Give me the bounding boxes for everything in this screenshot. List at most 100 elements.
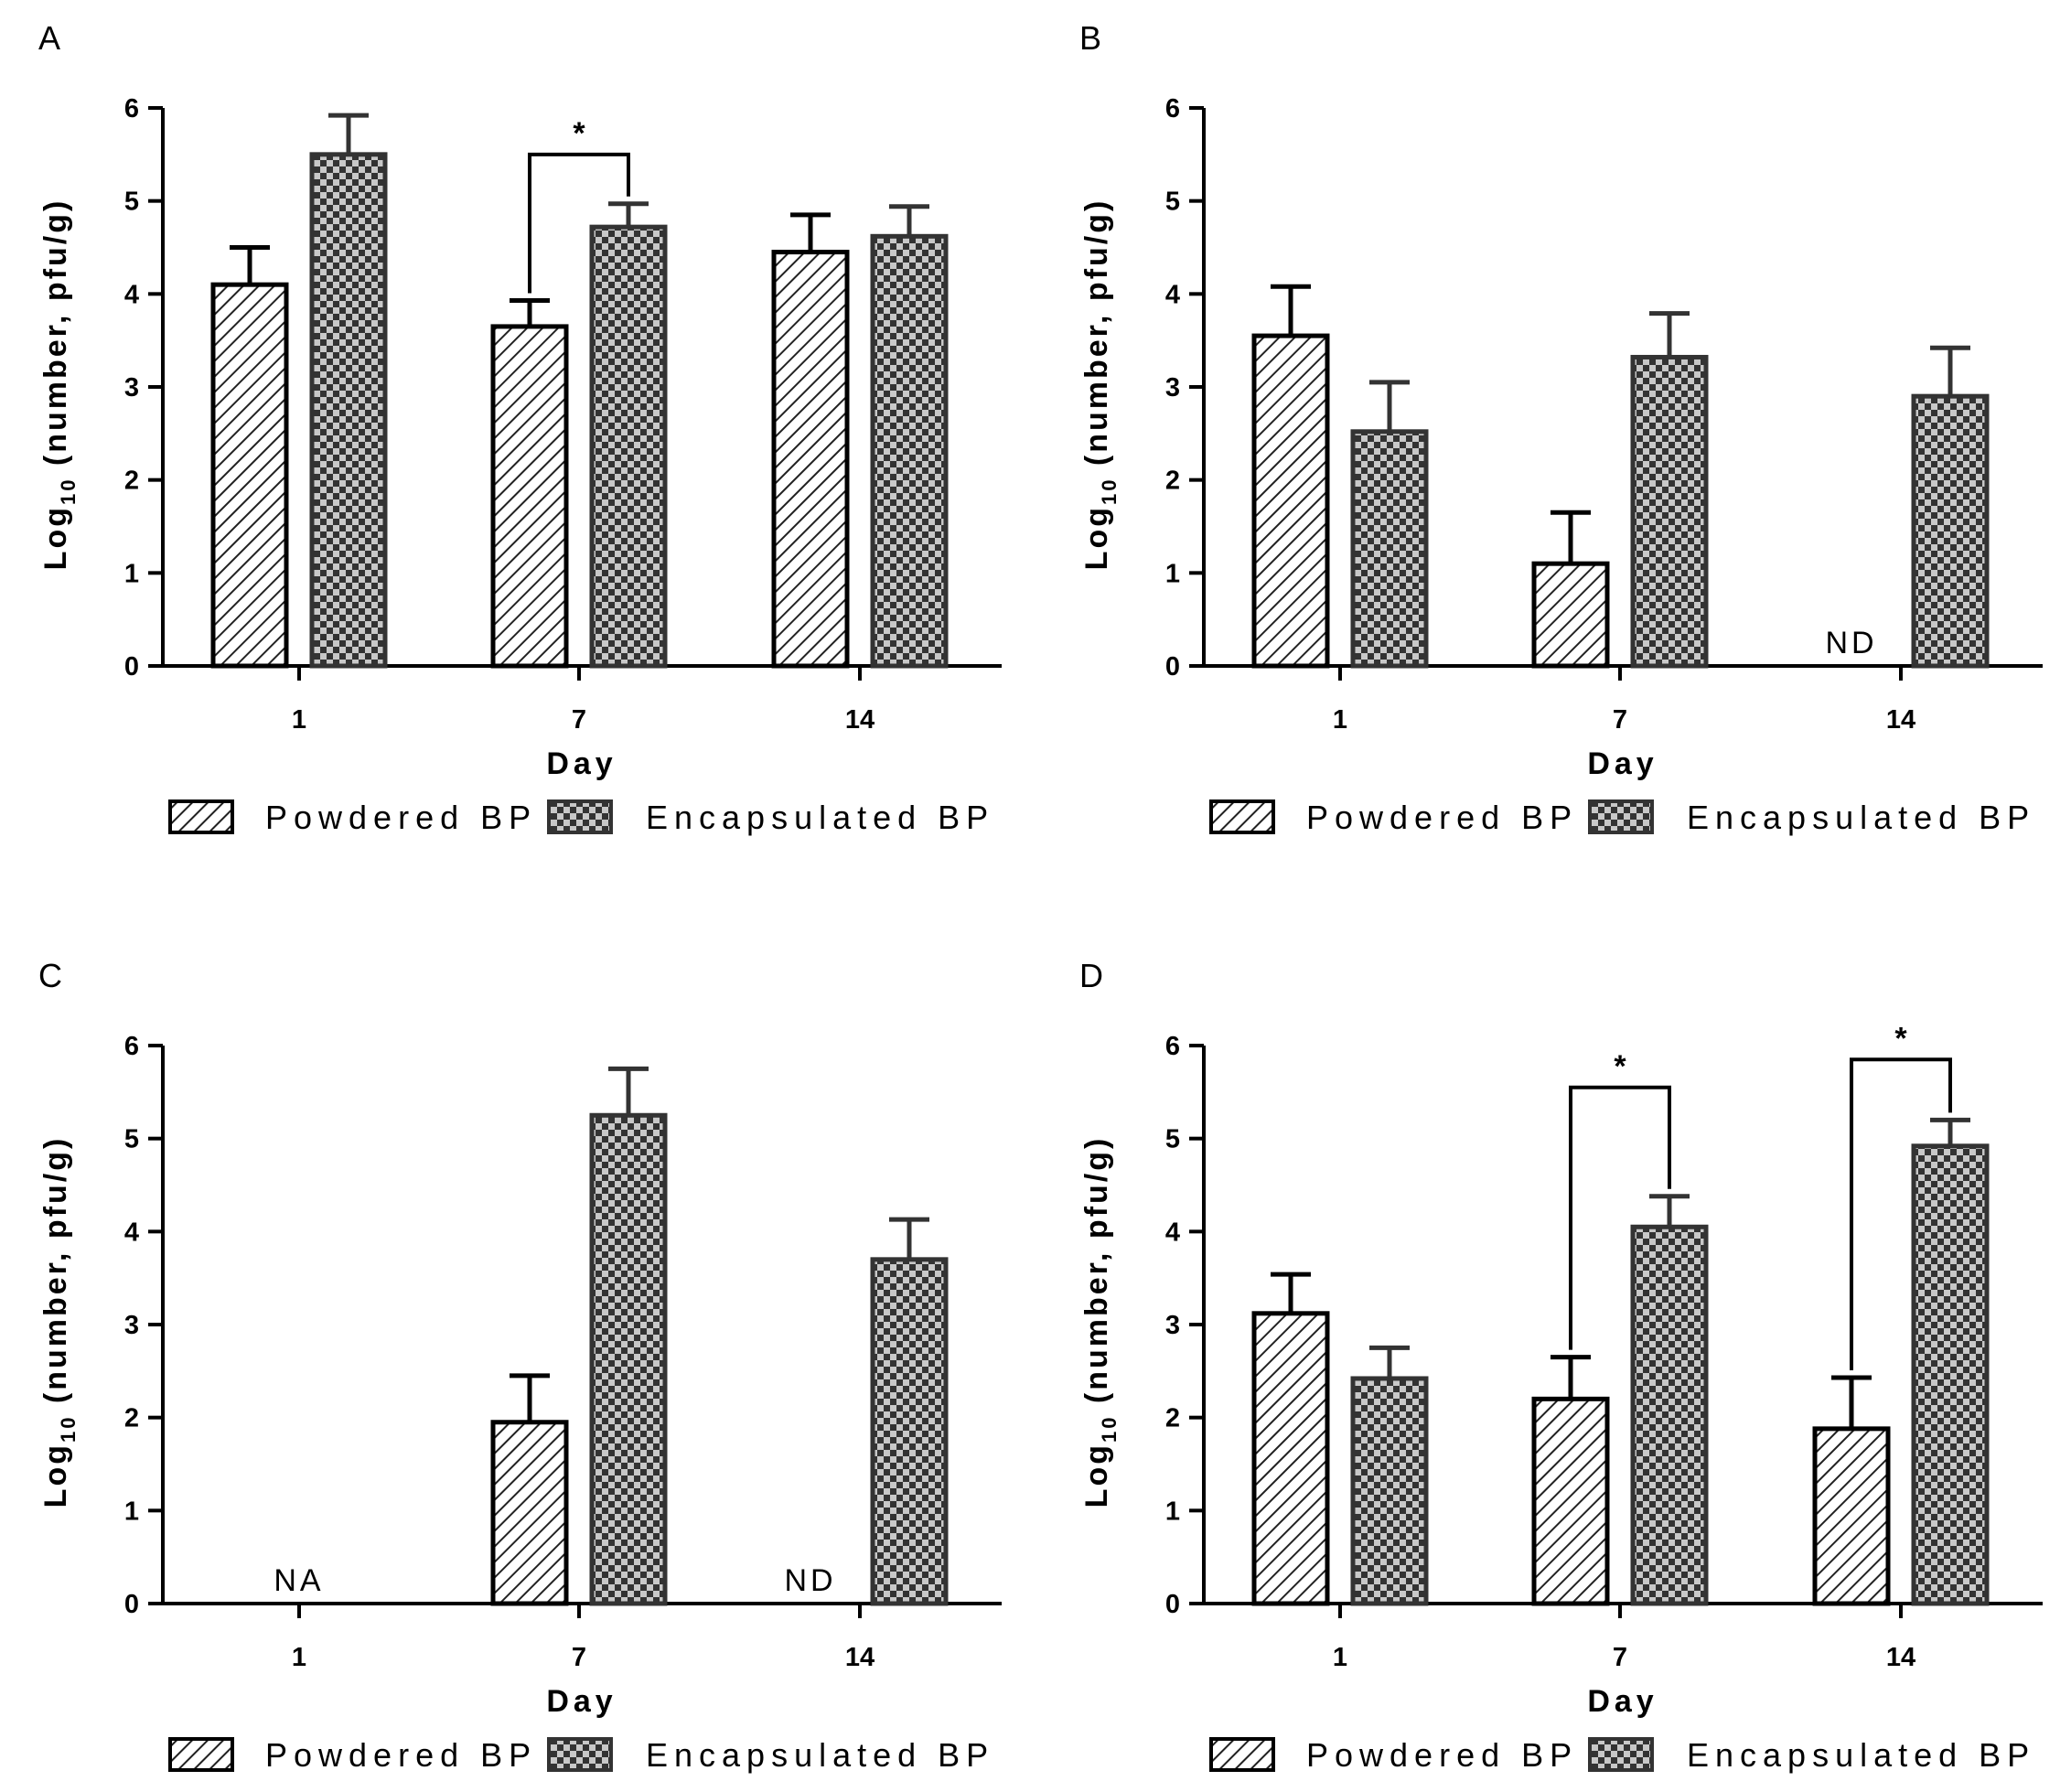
bar-powdered xyxy=(210,282,289,669)
bar-encapsulated xyxy=(870,1257,949,1606)
chart-panel-d: D 0 1 2 3 4 5 6 1 7 14 Day Log10 (number, pfu/g) * * Po… xyxy=(1079,957,2043,1774)
y-tick-label: 2 xyxy=(124,1404,139,1433)
legend-swatch-powdered xyxy=(1209,799,1275,834)
legend-swatch-encapsulated xyxy=(547,799,613,834)
panel-label: B xyxy=(1079,19,1101,57)
y-tick-label: 3 xyxy=(124,373,139,402)
y-tick-label: 3 xyxy=(1165,1311,1180,1340)
y-axis-label-subscript: 10 xyxy=(1098,478,1121,505)
bar-encapsulated xyxy=(589,224,668,669)
panel-label: D xyxy=(1079,957,1103,994)
bar-encapsulated xyxy=(1911,393,1990,669)
chart-panel-a: A 0 1 2 3 4 5 6 1 7 14 Day Log10 (number, pfu/g) * Pow… xyxy=(38,19,1002,836)
y-tick-label: 0 xyxy=(1165,1590,1180,1619)
y-axis-label-subscript: 10 xyxy=(57,478,80,505)
y-axis-label: Log10 (number, pfu/g) xyxy=(1079,199,1121,571)
bar-powdered xyxy=(1251,1311,1330,1606)
y-tick-label: 0 xyxy=(124,1590,139,1619)
significance-bracket xyxy=(528,152,630,294)
y-tick-label: 1 xyxy=(124,559,139,588)
y-axis-label: Log10 (number, pfu/g) xyxy=(38,1136,80,1508)
x-tick-label: 7 xyxy=(1613,1643,1627,1672)
y-tick-label: 1 xyxy=(1165,1497,1180,1526)
y-axis-label-suffix: (number, pfu/g) xyxy=(38,199,73,478)
y-tick-label: 5 xyxy=(1165,188,1180,217)
data-note-label: ND xyxy=(1825,626,1877,660)
legend-label-powdered: Powdered BP xyxy=(1306,1736,1578,1774)
legend-label-powdered: Powdered BP xyxy=(265,1736,537,1774)
y-tick-label: 6 xyxy=(1165,94,1180,123)
bar-powdered xyxy=(1531,561,1610,669)
significance-bracket xyxy=(1850,1057,1952,1370)
legend-swatch-encapsulated xyxy=(1588,1737,1654,1772)
x-axis-label: Day xyxy=(546,1684,617,1719)
legend: Powdered BP Encapsulated BP xyxy=(1209,1736,2029,1774)
y-axis-label-prefix: Log xyxy=(1079,1443,1114,1508)
x-tick-label: 14 xyxy=(1886,705,1915,735)
y-axis-label-prefix: Log xyxy=(38,505,73,570)
bar-encapsulated xyxy=(870,233,949,669)
y-tick-label: 3 xyxy=(124,1311,139,1340)
legend-label-powdered: Powdered BP xyxy=(265,799,537,836)
y-axis-label-subscript: 10 xyxy=(57,1415,80,1443)
y-tick-label: 2 xyxy=(1165,1404,1180,1433)
y-tick-label: 4 xyxy=(1165,280,1180,309)
legend-swatch-powdered xyxy=(1209,1737,1275,1772)
bar-encapsulated xyxy=(1911,1143,1990,1606)
legend-swatch-powdered xyxy=(168,1737,234,1772)
legend-swatch-powdered xyxy=(168,799,234,834)
y-axis-label-suffix: (number, pfu/g) xyxy=(1079,1136,1114,1415)
y-tick-label: 1 xyxy=(1165,559,1180,588)
y-tick-label: 2 xyxy=(1165,467,1180,496)
x-tick-label: 1 xyxy=(292,1643,306,1672)
y-axis-label-prefix: Log xyxy=(1079,505,1114,570)
legend-label-encapsulated: Encapsulated BP xyxy=(1687,799,2035,836)
y-axis-label-subscript: 10 xyxy=(1098,1415,1121,1443)
y-tick-label: 0 xyxy=(1165,652,1180,681)
legend-swatch-encapsulated xyxy=(547,1737,613,1772)
x-axis-label: Day xyxy=(1587,746,1658,781)
bar-powdered xyxy=(1251,333,1330,669)
bar-encapsulated xyxy=(1350,429,1429,669)
bar-encapsulated xyxy=(589,1112,668,1606)
x-tick-label: 1 xyxy=(292,705,306,735)
significance-star: * xyxy=(1614,1049,1626,1084)
x-axis-label: Day xyxy=(1587,1684,1658,1719)
y-tick-label: 6 xyxy=(124,1032,139,1061)
bar-encapsulated xyxy=(1630,1224,1709,1606)
legend-label-encapsulated: Encapsulated BP xyxy=(646,1736,994,1774)
bar-encapsulated xyxy=(1630,354,1709,669)
x-tick-label: 1 xyxy=(1333,705,1347,735)
y-tick-label: 5 xyxy=(124,188,139,217)
data-note-label: NA xyxy=(274,1563,324,1598)
x-tick-label: 14 xyxy=(1886,1643,1915,1672)
significance-star: * xyxy=(573,116,585,151)
x-axis-label: Day xyxy=(546,746,617,781)
panel-label: C xyxy=(38,957,62,994)
bar-powdered xyxy=(1812,1426,1891,1606)
legend-label-powdered: Powdered BP xyxy=(1306,799,1578,836)
legend-swatch-encapsulated xyxy=(1588,799,1654,834)
bar-powdered xyxy=(490,324,569,669)
y-tick-label: 2 xyxy=(124,467,139,496)
y-tick-label: 3 xyxy=(1165,373,1180,402)
y-tick-label: 4 xyxy=(124,1218,139,1247)
y-axis-label-prefix: Log xyxy=(38,1443,73,1508)
legend: Powdered BP Encapsulated BP xyxy=(168,1736,994,1774)
x-tick-label: 1 xyxy=(1333,1643,1347,1672)
data-note-label: ND xyxy=(784,1563,836,1598)
panel-label: A xyxy=(38,19,60,57)
bar-powdered xyxy=(771,250,850,669)
bar-encapsulated xyxy=(309,152,388,669)
bar-powdered xyxy=(490,1420,569,1606)
y-axis-label: Log10 (number, pfu/g) xyxy=(38,199,80,571)
significance-star: * xyxy=(1894,1021,1907,1056)
x-tick-label: 7 xyxy=(572,705,586,735)
y-tick-label: 5 xyxy=(124,1125,139,1154)
legend-label-encapsulated: Encapsulated BP xyxy=(646,799,994,836)
y-tick-label: 4 xyxy=(1165,1218,1180,1247)
y-axis-label-suffix: (number, pfu/g) xyxy=(1079,199,1114,478)
y-tick-label: 4 xyxy=(124,280,139,309)
x-tick-label: 7 xyxy=(572,1643,586,1672)
